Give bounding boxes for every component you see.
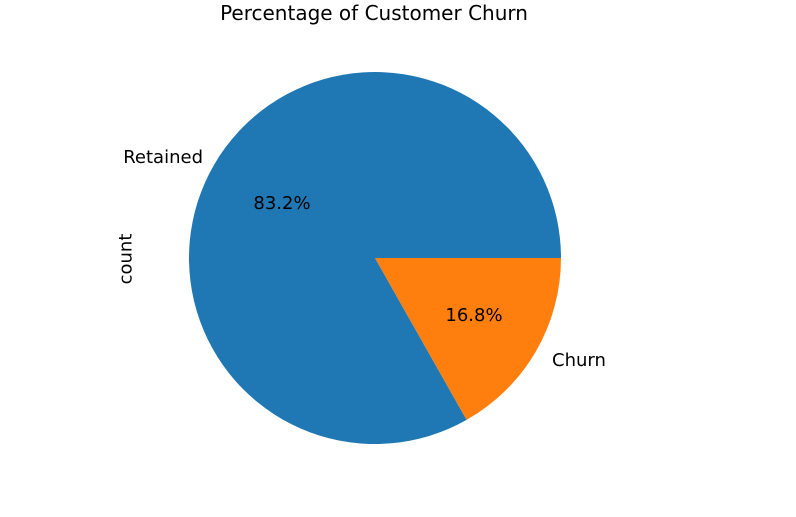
y-axis-label: count <box>115 233 137 285</box>
chart-title: Percentage of Customer Churn <box>220 1 528 25</box>
pct-label-churn: 16.8% <box>445 305 503 326</box>
slice-label-churn: Churn <box>552 350 606 371</box>
pie-slice-churn <box>375 258 561 420</box>
pie-slice-retained <box>188 72 561 445</box>
slice-label-retained: Retained <box>123 147 203 168</box>
pct-label-retained: 83.2% <box>253 193 311 214</box>
